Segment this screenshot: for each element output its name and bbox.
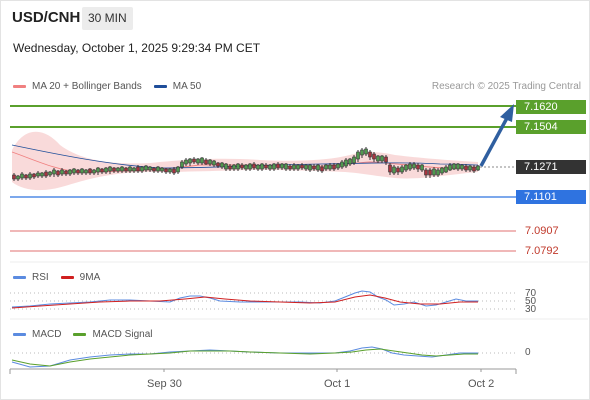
x-axis-label-oct2: Oct 2 xyxy=(468,378,495,390)
support-1-tag: 7.1101 xyxy=(516,190,586,204)
macd-signal-line xyxy=(11,348,478,367)
macd-signal-swatch xyxy=(73,333,87,336)
x-axis-label-oct1: Oct 1 xyxy=(324,378,351,390)
support-2-label: 7.0907 xyxy=(525,225,559,237)
chart-datetime: Wednesday, October 1, 2025 9:29:34 PM CE… xyxy=(13,41,261,55)
macd-axis-0: 0 xyxy=(525,347,531,358)
forecast-arrow-icon xyxy=(479,104,514,167)
rsi-axis-50: 50 xyxy=(525,296,537,307)
ma20-legend-label: MA 20 + Bollinger Bands xyxy=(32,81,142,92)
ma50-swatch xyxy=(153,85,167,88)
credit-text: Research © 2025 Trading Central xyxy=(431,81,581,92)
rsi-axis-70: 70 xyxy=(525,288,537,299)
resistance-2-tag: 7.1620 xyxy=(516,100,586,114)
timeframe-button[interactable]: 30 MIN xyxy=(82,7,133,30)
macd-swatch xyxy=(13,333,26,336)
macd-signal-legend-label: MACD Signal xyxy=(92,329,153,340)
rsi-legend: RSI 9MA xyxy=(13,272,100,283)
main-legend: MA 20 + Bollinger Bands MA 50 xyxy=(13,81,201,92)
macd-line xyxy=(11,346,478,368)
rsi-axis-30: 30 xyxy=(525,304,537,315)
rsi-ma-line xyxy=(11,294,478,309)
support-3-label: 7.0792 xyxy=(525,245,559,257)
bollinger-band xyxy=(12,131,478,191)
macd-legend-label: MACD xyxy=(32,329,62,340)
rsi-swatch xyxy=(13,276,26,279)
rsi-ma-legend-label: 9MA xyxy=(79,272,101,283)
chart-header: USD/CNH 30 MIN xyxy=(0,0,590,36)
ma50-legend-label: MA 50 xyxy=(172,81,202,92)
macd-panel xyxy=(10,346,516,368)
macd-legend: MACD MACD Signal xyxy=(13,329,152,340)
candlestick-series xyxy=(12,147,480,181)
x-axis-label-sep30: Sep 30 xyxy=(147,378,182,390)
rsi-line xyxy=(11,290,478,308)
last-price-tag: 7.1271 xyxy=(516,160,586,174)
symbol-title: USD/CNH xyxy=(12,9,81,26)
resistance-1-tag: 7.1504 xyxy=(516,120,586,134)
rsi-legend-label: RSI xyxy=(32,272,49,283)
rsi-ma-swatch xyxy=(60,276,74,279)
ma20-swatch xyxy=(13,85,26,88)
rsi-panel xyxy=(10,290,516,310)
